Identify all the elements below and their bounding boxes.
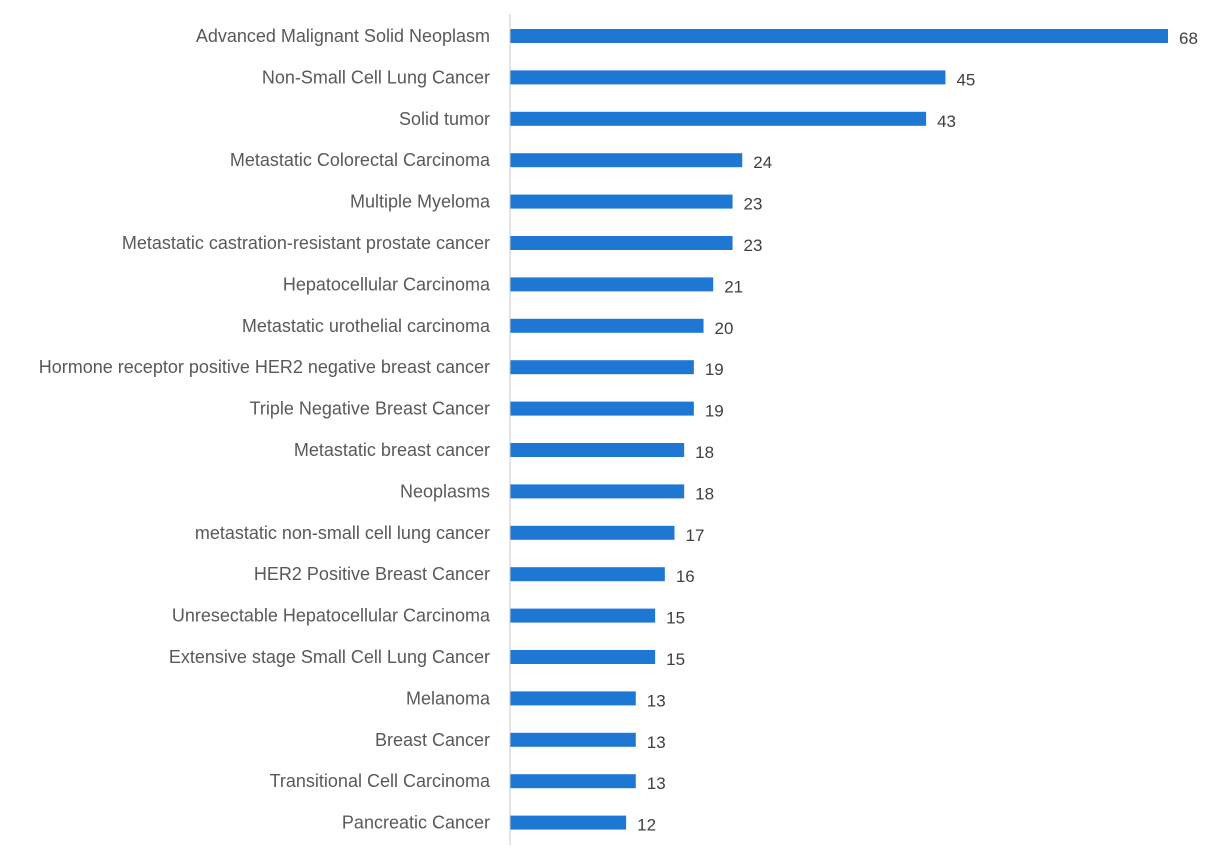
value-label: 13 (647, 733, 666, 752)
category-label: Metastatic breast cancer (294, 440, 490, 460)
bar (510, 29, 1168, 43)
category-label: Unresectable Hepatocellular Carcinoma (172, 606, 491, 626)
value-label: 18 (695, 443, 714, 462)
bar (510, 153, 743, 168)
value-label: 15 (666, 650, 685, 669)
value-label: 12 (637, 816, 656, 835)
category-label: Hormone receptor positive HER2 negative … (39, 357, 490, 377)
bar (510, 484, 685, 499)
category-label: HER2 Positive Breast Cancer (254, 564, 490, 584)
category-label: Extensive stage Small Cell Lung Cancer (169, 647, 490, 667)
value-label: 21 (724, 277, 743, 296)
value-label: 19 (705, 402, 724, 421)
bar (510, 318, 704, 333)
bar (510, 691, 636, 706)
bar (510, 567, 665, 582)
category-label: Multiple Myeloma (350, 192, 491, 212)
value-label: 13 (647, 691, 666, 710)
category-label: Metastatic urothelial carcinoma (242, 316, 491, 336)
category-label: Solid tumor (399, 109, 490, 129)
value-label: 45 (956, 70, 975, 89)
category-label: Melanoma (406, 688, 491, 708)
bar (510, 70, 946, 85)
value-label: 19 (705, 360, 724, 379)
category-label: Transitional Cell Carcinoma (270, 771, 491, 791)
category-label: Non-Small Cell Lung Cancer (262, 67, 490, 87)
bar (510, 401, 694, 416)
bar (510, 650, 656, 664)
category-label: metastatic non-small cell lung cancer (195, 523, 490, 543)
category-label: Metastatic castration-resistant prostate… (122, 233, 490, 253)
category-label: Triple Negative Breast Cancer (250, 399, 490, 419)
bar (510, 111, 927, 126)
value-label: 18 (695, 484, 714, 503)
bar (510, 277, 714, 292)
chart-marks: Advanced Malignant Solid Neoplasm 68 Non-S… (39, 26, 1198, 835)
bar (510, 774, 636, 789)
value-label: 24 (753, 153, 772, 172)
bar (510, 608, 656, 623)
category-label: Pancreatic Cancer (342, 813, 490, 833)
category-label: Advanced Malignant Solid Neoplasm (196, 26, 490, 46)
value-label: 13 (647, 774, 666, 793)
bar (510, 815, 627, 830)
category-label: Breast Cancer (375, 730, 490, 750)
category-label: Hepatocellular Carcinoma (283, 274, 491, 294)
bar (510, 360, 694, 375)
bar (510, 443, 685, 457)
value-label: 17 (686, 526, 705, 545)
value-label: 20 (715, 319, 734, 338)
value-label: 16 (676, 567, 695, 586)
value-label: 43 (937, 112, 956, 131)
bar (510, 194, 733, 209)
value-label: 23 (744, 236, 763, 255)
bar (510, 236, 733, 250)
value-label: 23 (744, 195, 763, 214)
category-label: Neoplasms (400, 481, 490, 501)
value-label: 68 (1179, 29, 1198, 48)
bar (510, 525, 675, 540)
category-label: Metastatic Colorectal Carcinoma (230, 150, 491, 170)
value-label: 15 (666, 609, 685, 628)
bar (510, 732, 636, 747)
